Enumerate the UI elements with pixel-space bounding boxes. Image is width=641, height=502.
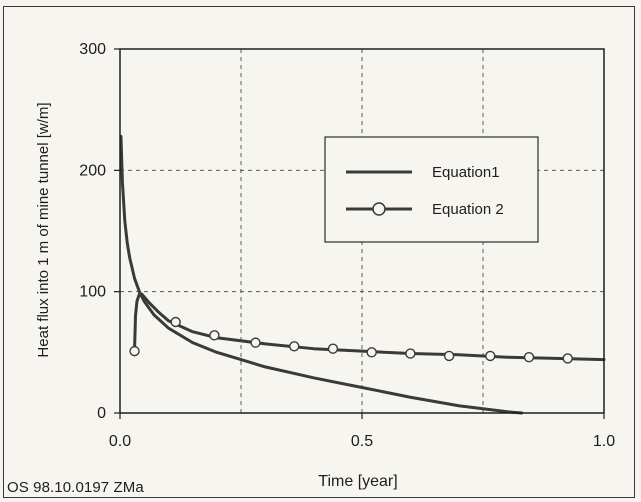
series-2-marker-4 — [289, 341, 300, 352]
series-2-marker-2 — [209, 330, 220, 341]
series-2-marker-9 — [485, 350, 496, 362]
series-layer — [119, 134, 606, 415]
ticks-layer: 0.0 0.5 1.0 0 100 200 300 — [79, 41, 615, 450]
x-tick-label-1: 0.5 — [351, 433, 373, 450]
series-2-marker-6 — [366, 347, 377, 358]
series-line-2 — [133, 292, 606, 362]
figure-id-note: OS 98.10.0197 ZMa — [7, 479, 144, 496]
series-2-marker-3 — [250, 337, 261, 348]
legend-box — [324, 136, 539, 243]
y-axis-label: Heat flux into 1 m of mine tunnel [w/m] — [35, 102, 52, 357]
legend-equation1-label: Equation1 — [432, 164, 500, 181]
series-2-marker-11 — [562, 353, 573, 364]
series-2-marker-0 — [129, 345, 140, 357]
series-line-1 — [119, 134, 524, 415]
y-tick-label-2: 200 — [79, 162, 106, 179]
series-2-marker-8 — [443, 350, 455, 362]
y-tick-label-0: 0 — [97, 405, 106, 422]
legend-equation2-marker — [372, 202, 386, 216]
x-tick-label-2: 1.0 — [593, 433, 615, 450]
y-tick-label-3: 300 — [79, 41, 106, 58]
x-tick-label-0: 0.0 — [109, 433, 131, 450]
y-tick-label-1: 100 — [79, 284, 106, 301]
legend-equation2-label: Equation 2 — [432, 201, 504, 218]
legend: Equation1 Equation 2 — [324, 136, 539, 243]
series-2-marker-7 — [405, 348, 416, 359]
x-axis-label: Time [year] — [318, 473, 397, 490]
series-2-marker-1 — [170, 316, 181, 328]
series-2-marker-5 — [327, 343, 339, 354]
figure-frame — [3, 6, 635, 498]
series-2-marker-10 — [523, 351, 535, 363]
